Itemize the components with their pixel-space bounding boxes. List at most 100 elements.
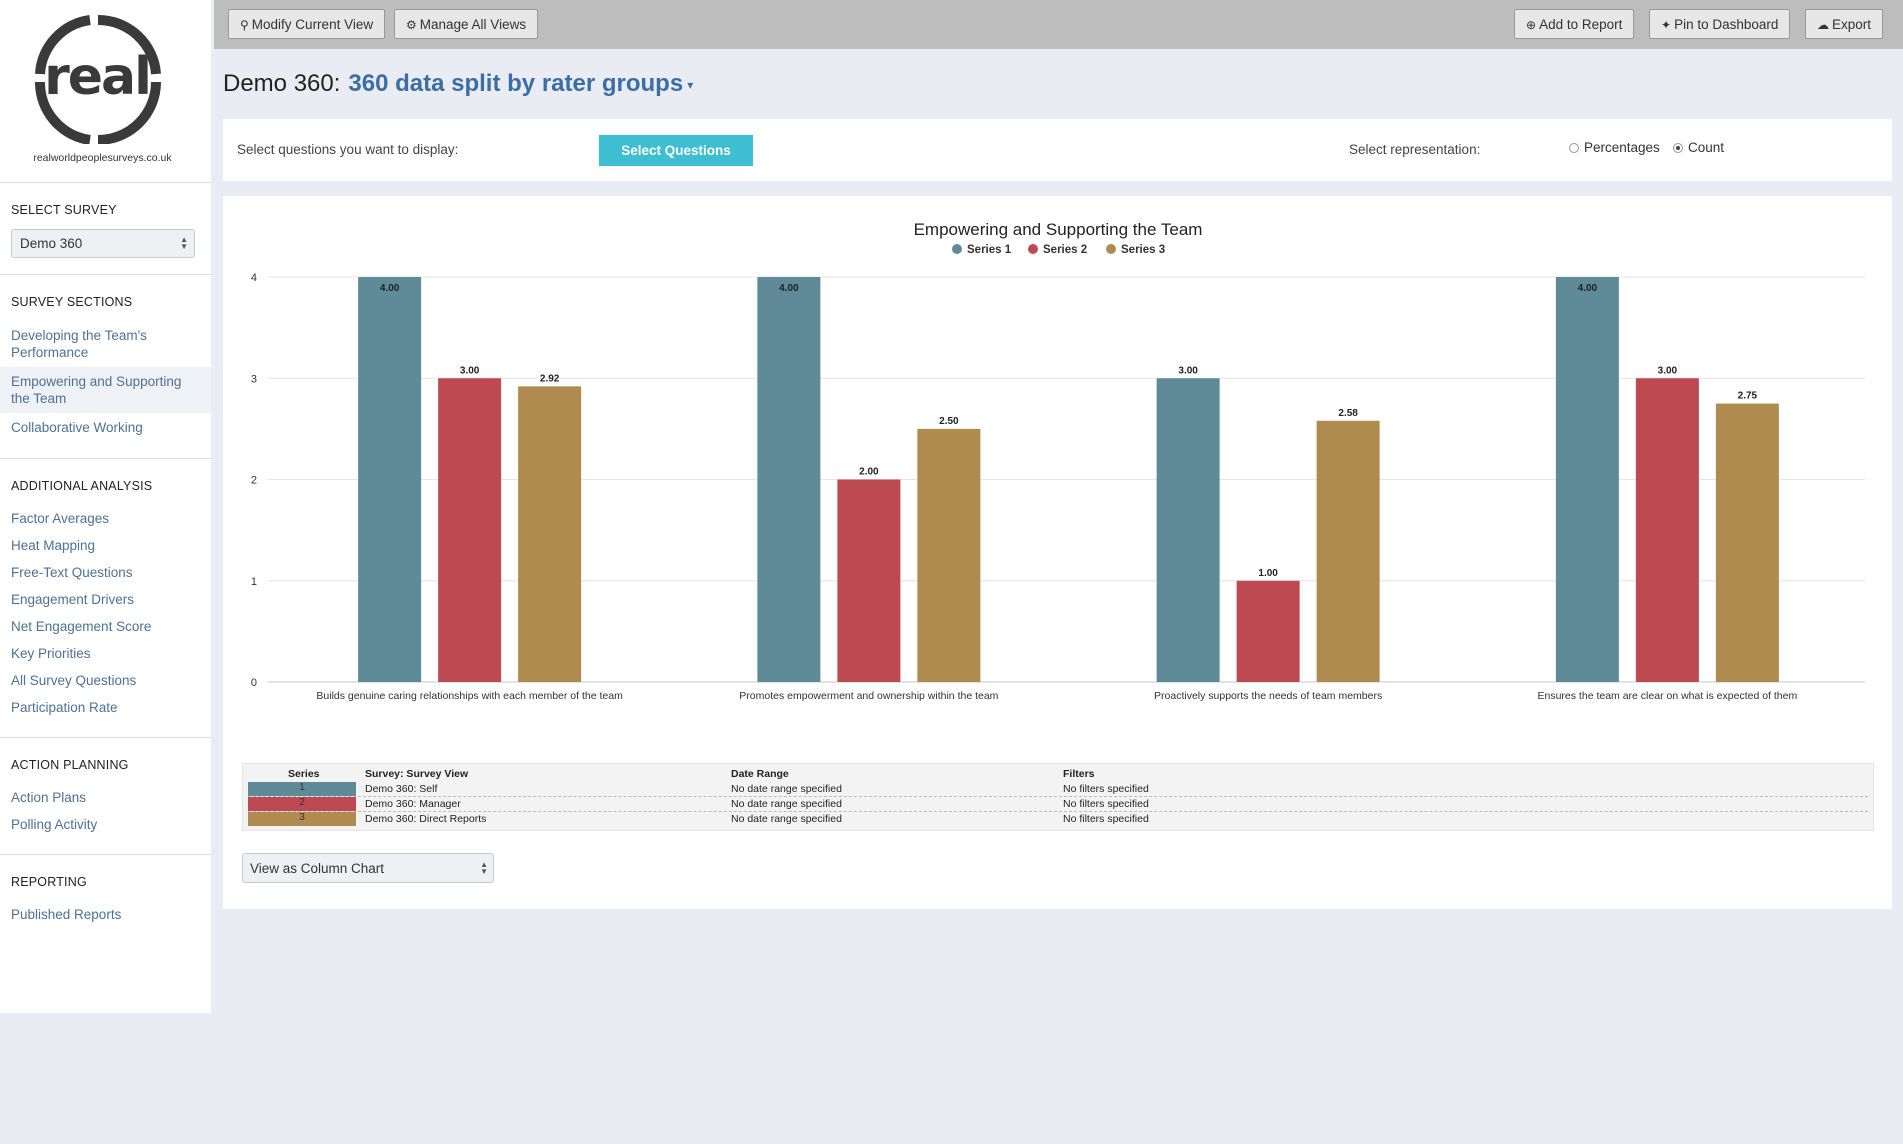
radio-dot [1569, 143, 1579, 153]
x-tick-label: Builds genuine caring relationships with… [316, 690, 623, 702]
select-arrows-icon: ▲ ▼ [480, 860, 488, 876]
radio-dot-selected [1673, 143, 1683, 153]
data-label: 4.00 [380, 283, 400, 294]
additional-analysis-heading: ADDITIONAL ANALYSIS [11, 479, 153, 493]
x-tick-label: Ensures the team are clear on what is ex… [1538, 690, 1798, 702]
select-questions-button[interactable]: Select Questions [599, 135, 753, 166]
legend-label: Series 3 [1121, 244, 1165, 256]
plus-circle-icon: ⊕ [1526, 18, 1537, 32]
y-tick-label: 3 [251, 373, 257, 385]
sidebar-item-all-questions[interactable]: All Survey Questions [11, 673, 137, 688]
legend-label: Series 1 [967, 244, 1012, 256]
legend-marker [952, 244, 962, 254]
survey-select-value: Demo 360 [20, 236, 83, 251]
sidebar-item-action-plans[interactable]: Action Plans [11, 790, 87, 805]
bar [1316, 420, 1380, 682]
reporting-heading: REPORTING [11, 875, 87, 889]
radio-count-label: Count [1688, 140, 1725, 155]
y-tick-label: 1 [251, 576, 257, 588]
action-planning-heading: ACTION PLANNING [11, 758, 129, 772]
survey-name: Demo 360: [223, 70, 341, 97]
sidebar-item-heat-mapping[interactable]: Heat Mapping [11, 538, 96, 553]
sidebar-item-factor-averages[interactable]: Factor Averages [11, 511, 110, 526]
search-icon: ⚲ [240, 18, 249, 32]
legend-marker [1028, 244, 1038, 254]
add-to-report-label: Add to Report [1539, 17, 1623, 32]
radio-count[interactable]: Count [1673, 140, 1724, 155]
sidebar-item-collaborative[interactable]: Collaborative Working [11, 420, 143, 435]
radio-percentages[interactable]: Percentages [1569, 140, 1660, 155]
toolbar: ⚲ Modify Current View ⚙ Manage All Views ⊕… [214, 0, 1903, 49]
sidebar-item-participation[interactable]: Participation Rate [11, 700, 118, 715]
survey-select[interactable]: Demo 360 ▲ ▼ [11, 229, 195, 258]
chart-type-select[interactable]: View as Column Chart ▲ ▼ [242, 853, 494, 883]
bar [518, 386, 582, 682]
bar [757, 277, 821, 682]
survey-sections: SURVEY SECTIONS Developing the Team's Pe… [0, 275, 211, 459]
export-button[interactable]: ☁ Export [1805, 9, 1884, 39]
y-tick-label: 0 [251, 677, 257, 689]
export-label: Export [1832, 17, 1872, 32]
sidebar-item-key-priorities[interactable]: Key Priorities [11, 646, 91, 661]
y-tick-label: 4 [251, 272, 257, 284]
row-view: Demo 360: Direct Reports [365, 813, 487, 825]
data-label: 2.92 [540, 373, 560, 384]
series-swatch: 3 [248, 812, 356, 826]
table-row: 1 Demo 360: Self No date range specified… [248, 782, 1868, 797]
row-view: Demo 360: Manager [365, 798, 461, 810]
sidebar-item-free-text[interactable]: Free-Text Questions [11, 565, 133, 580]
header-filters: Filters [1063, 768, 1095, 780]
sidebar-item-empowering[interactable]: Empowering and Supporting the Team [0, 367, 211, 413]
questions-label: Select questions you want to display: [237, 142, 459, 157]
row-filters: No filters specified [1063, 783, 1149, 795]
add-to-report-button[interactable]: ⊕ Add to Report [1514, 9, 1635, 39]
logo-caption: realworldpeoplesurveys.co.uk [33, 152, 172, 164]
gears-icon: ⚙ [406, 18, 417, 32]
controls-panel: Select questions you want to display: Se… [223, 119, 1892, 181]
series-table: Series Survey: Survey View Date Range Fi… [242, 763, 1874, 831]
table-row: 3 Demo 360: Direct Reports No date range… [248, 812, 1868, 827]
header-series: Series [288, 768, 320, 780]
representation-label: Select representation: [1349, 142, 1481, 157]
data-label: 2.00 [859, 467, 879, 478]
bar [1715, 403, 1779, 682]
data-label: 3.00 [460, 365, 480, 376]
data-label: 3.00 [1658, 365, 1678, 376]
bar [1555, 277, 1619, 682]
page-title: Demo 360: 360 data split by rater groups ▾ [223, 70, 693, 98]
chart-panel: Empowering and Supporting the Team Series… [223, 196, 1892, 909]
bar [917, 428, 981, 682]
data-label: 4.00 [1578, 283, 1598, 294]
caret-down-icon[interactable]: ▾ [687, 77, 694, 92]
chart-type-value: View as Column Chart [250, 861, 385, 876]
modify-view-button[interactable]: ⚲ Modify Current View [228, 9, 386, 39]
bar [438, 378, 502, 682]
sidebar-item-net-engagement[interactable]: Net Engagement Score [11, 619, 152, 634]
x-tick-label: Promotes empowerment and ownership withi… [739, 690, 998, 702]
select-survey-heading: SELECT SURVEY [11, 203, 117, 217]
pin-dashboard-label: Pin to Dashboard [1674, 17, 1779, 32]
radio-percentages-label: Percentages [1584, 140, 1660, 155]
select-arrows-icon: ▲ ▼ [180, 235, 188, 251]
bar [1156, 378, 1220, 682]
bar-chart: Empowering and Supporting the Team Series… [251, 220, 1865, 702]
real-logo[interactable]: real [33, 12, 163, 144]
series-swatch: 2 [248, 797, 356, 811]
row-date: No date range specified [731, 798, 842, 810]
sidebar-item-polling[interactable]: Polling Activity [11, 817, 98, 832]
bar [1236, 580, 1300, 682]
view-name-dropdown[interactable]: 360 data split by rater groups [348, 70, 684, 97]
chart-title: Empowering and Supporting the Team [914, 220, 1203, 239]
x-tick-label: Proactively supports the needs of team m… [1154, 690, 1382, 702]
data-label: 2.75 [1738, 391, 1758, 402]
sidebar-item-published-reports[interactable]: Published Reports [11, 907, 122, 922]
sidebar-item-developing[interactable]: Developing the Team's Performance [11, 328, 147, 360]
data-label: 4.00 [779, 283, 799, 294]
svg-text:real: real [44, 47, 150, 107]
manage-views-button[interactable]: ⚙ Manage All Views [394, 9, 539, 39]
legend-label: Series 2 [1043, 244, 1087, 256]
y-tick-label: 2 [251, 475, 257, 487]
pin-dashboard-button[interactable]: ✦ Pin to Dashboard [1649, 9, 1791, 39]
sidebar-item-engagement-drivers[interactable]: Engagement Drivers [11, 592, 135, 607]
reporting: REPORTING Published Reports [0, 855, 211, 944]
